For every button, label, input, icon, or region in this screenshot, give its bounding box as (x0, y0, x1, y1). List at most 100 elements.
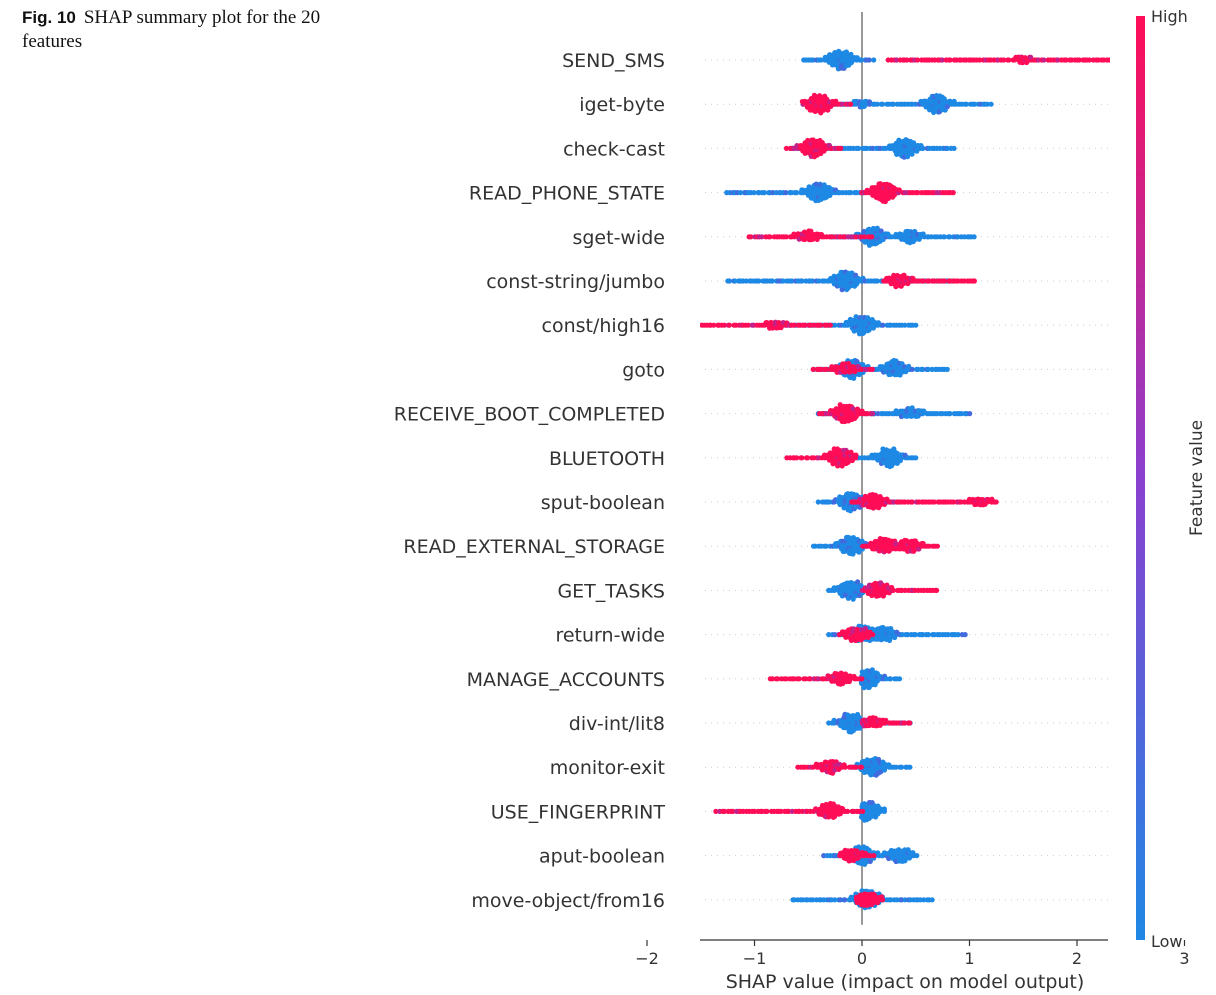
shap-dot-low (958, 411, 964, 417)
shap-dot-high (874, 900, 881, 906)
shap-dot-low (826, 499, 832, 505)
shap-dot-low (794, 190, 800, 196)
shap-dot-low (896, 676, 903, 682)
shap-dot-low (931, 109, 937, 115)
shap-dot-high (1190, 62, 1195, 67)
shap-dot-low (912, 237, 918, 243)
shap-dot-high (1204, 60, 1209, 65)
shap-dot-low (769, 278, 775, 284)
dots-layer (700, 48, 1216, 911)
shap-dot-high (1201, 62, 1206, 67)
figure-caption: Fig. 10 SHAP summary plot for the 20 feat… (22, 6, 322, 54)
shap-dot-high (1147, 57, 1152, 62)
shap-dot-high (1187, 55, 1192, 60)
shap-dot-high (1192, 63, 1197, 68)
shap-dot-low (866, 327, 872, 333)
feature-label: MANAGE_ACCOUNTS (467, 669, 665, 691)
shap-dot-low (890, 101, 896, 107)
shap-dot-high (850, 406, 856, 412)
shap-dot-high (1106, 57, 1110, 63)
beeswarm-row (790, 888, 935, 911)
x-axis: −2−101234 (635, 939, 1190, 968)
x-tick-label: 2 (1072, 949, 1082, 968)
shap-dot-low (751, 190, 757, 196)
shap-dot-high (838, 145, 844, 151)
shap-dot-low (848, 190, 854, 196)
shap-dot-low (925, 632, 932, 638)
feature-label: check-cast (563, 138, 665, 160)
shap-dot-high (1193, 52, 1198, 57)
shap-dot-high (1204, 52, 1209, 57)
shap-dot-high (810, 236, 816, 242)
colorbar-gradient (1136, 16, 1145, 940)
shap-dot-low (891, 446, 897, 452)
shap-dot-low (810, 897, 816, 903)
shap-dot-high (1006, 57, 1012, 63)
beeswarm-row (700, 314, 919, 337)
shap-dot-high (1181, 60, 1186, 65)
shap-dot-high (893, 541, 899, 547)
shap-dot-low (850, 551, 856, 557)
shap-dot-high (829, 234, 835, 240)
shap-dot-high (1183, 52, 1188, 57)
shap-dot-high (914, 57, 921, 63)
shap-dot-high (909, 499, 915, 505)
shap-dot-low (869, 667, 875, 673)
shap-dot-high (726, 322, 732, 328)
shap-dot-low (887, 676, 894, 682)
shap-dot-high (1201, 52, 1206, 57)
shap-dot-low (847, 508, 854, 514)
shap-dot-low (899, 764, 905, 770)
shap-dot-high (867, 853, 873, 859)
shap-dot-low (878, 228, 884, 234)
shap-dot-high (826, 673, 832, 679)
shap-dot-high (1172, 57, 1177, 62)
shap-dot-high (721, 322, 728, 328)
shap-dot-high (842, 671, 849, 677)
shap-dot-high (848, 101, 854, 107)
shap-dot-high (882, 548, 888, 554)
shap-dot-low (947, 411, 953, 417)
figure-caption-text: SHAP summary plot for the 20 features (22, 7, 321, 52)
shap-dot-low (831, 717, 837, 723)
beeswarm-row (746, 225, 977, 248)
shap-dot-high (1197, 50, 1202, 55)
shap-dot-low (858, 583, 864, 589)
beeswarm-row (795, 755, 913, 778)
shap-dot-low (850, 596, 856, 602)
shap-dot-low (951, 145, 957, 151)
shap-dot-high (1112, 57, 1117, 62)
shap-dot-low (906, 855, 913, 861)
shap-dot-high (1028, 54, 1034, 60)
x-tick-label: 1 (964, 949, 974, 968)
shap-dot-low (726, 278, 732, 284)
shap-dot-low (881, 806, 887, 812)
shap-dot-high (1001, 57, 1007, 63)
shap-dot-low (783, 190, 789, 196)
shap-dot-high (751, 808, 758, 815)
beeswarm-row (725, 269, 977, 293)
shap-dot-high (1212, 57, 1216, 62)
shap-dot-high (1196, 63, 1201, 68)
shap-dot-low (837, 282, 843, 289)
shap-dot-high (1175, 57, 1180, 62)
shap-dot-high (870, 411, 876, 417)
shap-dot-high (823, 366, 830, 372)
shap-dot-low (944, 366, 950, 372)
colorbar-low-label: Low (1151, 932, 1183, 951)
shap-dot-low (810, 57, 816, 63)
shap-dot-high (1195, 52, 1200, 57)
shap-dot-high (839, 463, 845, 469)
shap-dot-high (711, 322, 717, 328)
shap-dot-high (1191, 57, 1196, 62)
shap-dot-low (832, 897, 838, 903)
beeswarm-row (784, 446, 919, 470)
shap-dot-high (1188, 50, 1193, 55)
feature-labels: SEND_SMS iget-byte check-cast READ_PHONE_ST… (394, 50, 666, 912)
shap-dot-high (1158, 57, 1163, 62)
beeswarm-row (815, 491, 999, 514)
shap-dot-high (947, 57, 953, 63)
shap-dot-high (1109, 58, 1110, 62)
shap-dot-high (891, 499, 897, 505)
feature-label: READ_EXTERNAL_STORAGE (403, 536, 665, 558)
